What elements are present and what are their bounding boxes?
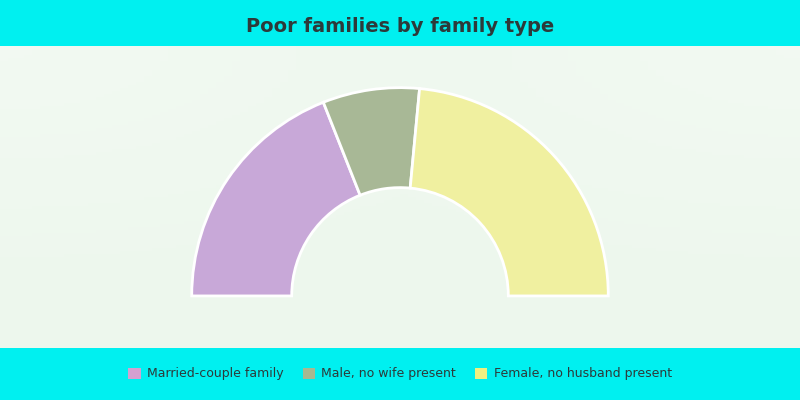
- Text: Poor families by family type: Poor families by family type: [246, 17, 554, 36]
- Text: City-Data.com: City-Data.com: [786, 0, 800, 2]
- Wedge shape: [192, 102, 360, 296]
- Legend: Married-couple family, Male, no wife present, Female, no husband present: Married-couple family, Male, no wife pre…: [123, 362, 677, 386]
- Wedge shape: [323, 88, 420, 195]
- Wedge shape: [410, 88, 608, 296]
